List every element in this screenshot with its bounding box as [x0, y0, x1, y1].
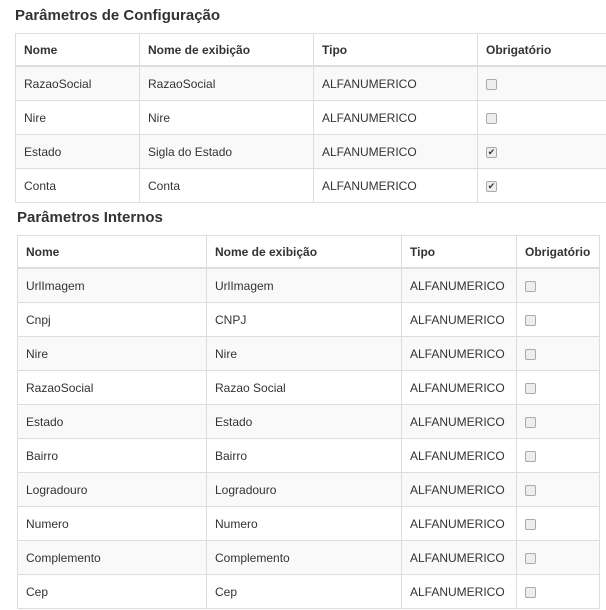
cell-nome: Bairro — [17, 438, 207, 473]
cell-nome: Estado — [15, 134, 140, 169]
cell-nome: Nire — [15, 100, 140, 135]
required-checkbox[interactable] — [525, 518, 536, 530]
config-params-table: Nome Nome de exibição Tipo Obrigatório R… — [15, 33, 606, 203]
cell-obrigatorio — [477, 65, 606, 101]
required-checkbox[interactable] — [525, 552, 536, 564]
required-checkbox[interactable] — [525, 314, 536, 326]
cell-nome: Numero — [17, 506, 207, 541]
cell-nome: UrlImagem — [17, 267, 207, 303]
cell-nome: Cnpj — [17, 302, 207, 337]
table-row: Estado Estado ALFANUMERICO — [17, 404, 600, 439]
col-header-nome: Nome — [15, 33, 140, 67]
cell-exibicao: UrlImagem — [206, 267, 402, 303]
cell-tipo: ALFANUMERICO — [313, 168, 478, 203]
table-row: Cep Cep ALFANUMERICO — [17, 574, 600, 609]
required-checkbox[interactable] — [486, 78, 497, 90]
required-checkbox[interactable] — [525, 416, 536, 428]
cell-nome: Estado — [17, 404, 207, 439]
required-checkbox[interactable] — [525, 382, 536, 394]
cell-tipo: ALFANUMERICO — [401, 336, 517, 371]
required-checkbox[interactable]: ✔ — [486, 180, 497, 192]
cell-tipo: ALFANUMERICO — [401, 506, 517, 541]
cell-tipo: ALFANUMERICO — [313, 134, 478, 169]
table-row: Cnpj CNPJ ALFANUMERICO — [17, 302, 600, 337]
cell-tipo: ALFANUMERICO — [401, 267, 517, 303]
table-row: Nire Nire ALFANUMERICO — [17, 336, 600, 371]
cell-tipo: ALFANUMERICO — [401, 438, 517, 473]
required-checkbox[interactable] — [525, 484, 536, 496]
cell-obrigatorio — [516, 302, 600, 337]
cell-nome: Complemento — [17, 540, 207, 575]
col-header-exibicao: Nome de exibição — [206, 235, 402, 269]
required-checkbox[interactable] — [525, 450, 536, 462]
cell-tipo: ALFANUMERICO — [401, 302, 517, 337]
cell-exibicao: Numero — [206, 506, 402, 541]
col-header-tipo: Tipo — [313, 33, 478, 67]
config-section-title: Parâmetros de Configuração — [15, 7, 221, 24]
cell-exibicao: RazaoSocial — [139, 65, 314, 101]
cell-obrigatorio — [516, 574, 600, 609]
cell-tipo: ALFANUMERICO — [401, 574, 517, 609]
col-header-obrigatorio: Obrigatório — [477, 33, 606, 67]
cell-exibicao: Logradouro — [206, 472, 402, 507]
table-row: RazaoSocial RazaoSocial ALFANUMERICO — [15, 65, 606, 101]
cell-exibicao: Estado — [206, 404, 402, 439]
cell-obrigatorio — [516, 404, 600, 439]
cell-obrigatorio — [516, 370, 600, 405]
required-checkbox[interactable] — [525, 280, 536, 292]
cell-tipo: ALFANUMERICO — [401, 370, 517, 405]
col-header-obrigatorio: Obrigatório — [516, 235, 600, 269]
col-header-nome: Nome — [17, 235, 207, 269]
cell-tipo: ALFANUMERICO — [313, 100, 478, 135]
cell-obrigatorio — [516, 267, 600, 303]
cell-nome: RazaoSocial — [17, 370, 207, 405]
table-row: RazaoSocial Razao Social ALFANUMERICO — [17, 370, 600, 405]
table-row: Complemento Complemento ALFANUMERICO — [17, 540, 600, 575]
cell-nome: Conta — [15, 168, 140, 203]
required-checkbox[interactable] — [525, 348, 536, 360]
table-row: Nire Nire ALFANUMERICO — [15, 100, 606, 135]
cell-exibicao: CNPJ — [206, 302, 402, 337]
cell-obrigatorio — [516, 438, 600, 473]
col-header-exibicao: Nome de exibição — [139, 33, 314, 67]
cell-obrigatorio — [516, 540, 600, 575]
table-row: Logradouro Logradouro ALFANUMERICO — [17, 472, 600, 507]
cell-tipo: ALFANUMERICO — [401, 472, 517, 507]
cell-exibicao: Nire — [139, 100, 314, 135]
cell-nome: Logradouro — [17, 472, 207, 507]
cell-exibicao: Complemento — [206, 540, 402, 575]
cell-exibicao: Bairro — [206, 438, 402, 473]
cell-tipo: ALFANUMERICO — [313, 65, 478, 101]
required-checkbox[interactable] — [486, 112, 497, 124]
cell-exibicao: Sigla do Estado — [139, 134, 314, 169]
cell-nome: RazaoSocial — [15, 65, 140, 101]
cell-obrigatorio — [477, 100, 606, 135]
cell-obrigatorio — [516, 506, 600, 541]
table-row: Numero Numero ALFANUMERICO — [17, 506, 600, 541]
cell-obrigatorio — [516, 472, 600, 507]
cell-obrigatorio — [516, 336, 600, 371]
table-row: Conta Conta ALFANUMERICO ✔ — [15, 168, 606, 203]
cell-tipo: ALFANUMERICO — [401, 540, 517, 575]
required-checkbox[interactable] — [525, 586, 536, 598]
cell-tipo: ALFANUMERICO — [401, 404, 517, 439]
cell-obrigatorio: ✔ — [477, 168, 606, 203]
internal-params-table: Nome Nome de exibição Tipo Obrigatório U… — [17, 235, 600, 609]
col-header-tipo: Tipo — [401, 235, 517, 269]
cell-exibicao: Cep — [206, 574, 402, 609]
table-row: Estado Sigla do Estado ALFANUMERICO ✔ — [15, 134, 606, 169]
required-checkbox[interactable]: ✔ — [486, 146, 497, 158]
cell-nome: Cep — [17, 574, 207, 609]
cell-exibicao: Nire — [206, 336, 402, 371]
table-row: UrlImagem UrlImagem ALFANUMERICO — [17, 267, 600, 303]
cell-obrigatorio: ✔ — [477, 134, 606, 169]
table-row: Bairro Bairro ALFANUMERICO — [17, 438, 600, 473]
cell-exibicao: Conta — [139, 168, 314, 203]
internos-section-title: Parâmetros Internos — [17, 209, 163, 226]
cell-exibicao: Razao Social — [206, 370, 402, 405]
cell-nome: Nire — [17, 336, 207, 371]
